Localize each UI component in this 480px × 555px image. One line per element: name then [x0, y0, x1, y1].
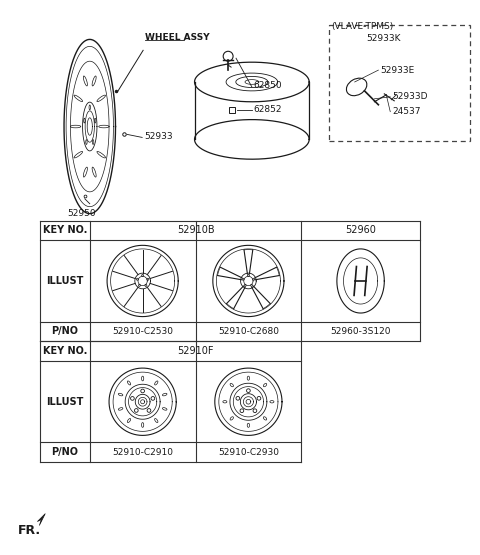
- Text: 52910-C2530: 52910-C2530: [112, 327, 173, 336]
- Text: 52960-3S120: 52960-3S120: [330, 327, 391, 336]
- Text: (VLAVE-TPMS): (VLAVE-TPMS): [331, 22, 393, 31]
- Text: 62850: 62850: [254, 82, 282, 90]
- Text: 52960: 52960: [345, 225, 376, 235]
- Text: WHEEL ASSY: WHEEL ASSY: [145, 33, 210, 42]
- Circle shape: [138, 284, 140, 286]
- Circle shape: [136, 278, 138, 280]
- Text: 52933E: 52933E: [380, 65, 415, 74]
- Text: P/NO: P/NO: [51, 326, 79, 336]
- Text: 52950: 52950: [67, 209, 96, 218]
- Polygon shape: [37, 513, 45, 526]
- Text: 52910-C2910: 52910-C2910: [112, 448, 173, 457]
- Text: 52933K: 52933K: [367, 34, 401, 43]
- Text: 52910F: 52910F: [177, 346, 214, 356]
- Text: ILLUST: ILLUST: [47, 276, 84, 286]
- Circle shape: [147, 278, 149, 280]
- Text: 52910-C2930: 52910-C2930: [218, 448, 279, 457]
- Text: 52910-C2680: 52910-C2680: [218, 327, 279, 336]
- Text: KEY NO.: KEY NO.: [43, 346, 87, 356]
- Text: P/NO: P/NO: [51, 447, 79, 457]
- Circle shape: [252, 278, 255, 280]
- Text: 52933D: 52933D: [392, 92, 428, 102]
- Circle shape: [251, 284, 252, 286]
- Circle shape: [247, 274, 250, 276]
- Text: KEY NO.: KEY NO.: [43, 225, 87, 235]
- Circle shape: [142, 274, 144, 276]
- Text: FR.: FR.: [18, 524, 41, 537]
- Circle shape: [244, 284, 246, 286]
- Text: 62852: 62852: [254, 105, 282, 114]
- Circle shape: [145, 284, 147, 286]
- Circle shape: [242, 278, 244, 280]
- Text: ILLUST: ILLUST: [47, 397, 84, 407]
- Text: 52933: 52933: [144, 132, 173, 141]
- Text: 24537: 24537: [392, 107, 420, 116]
- Text: 52910B: 52910B: [177, 225, 215, 235]
